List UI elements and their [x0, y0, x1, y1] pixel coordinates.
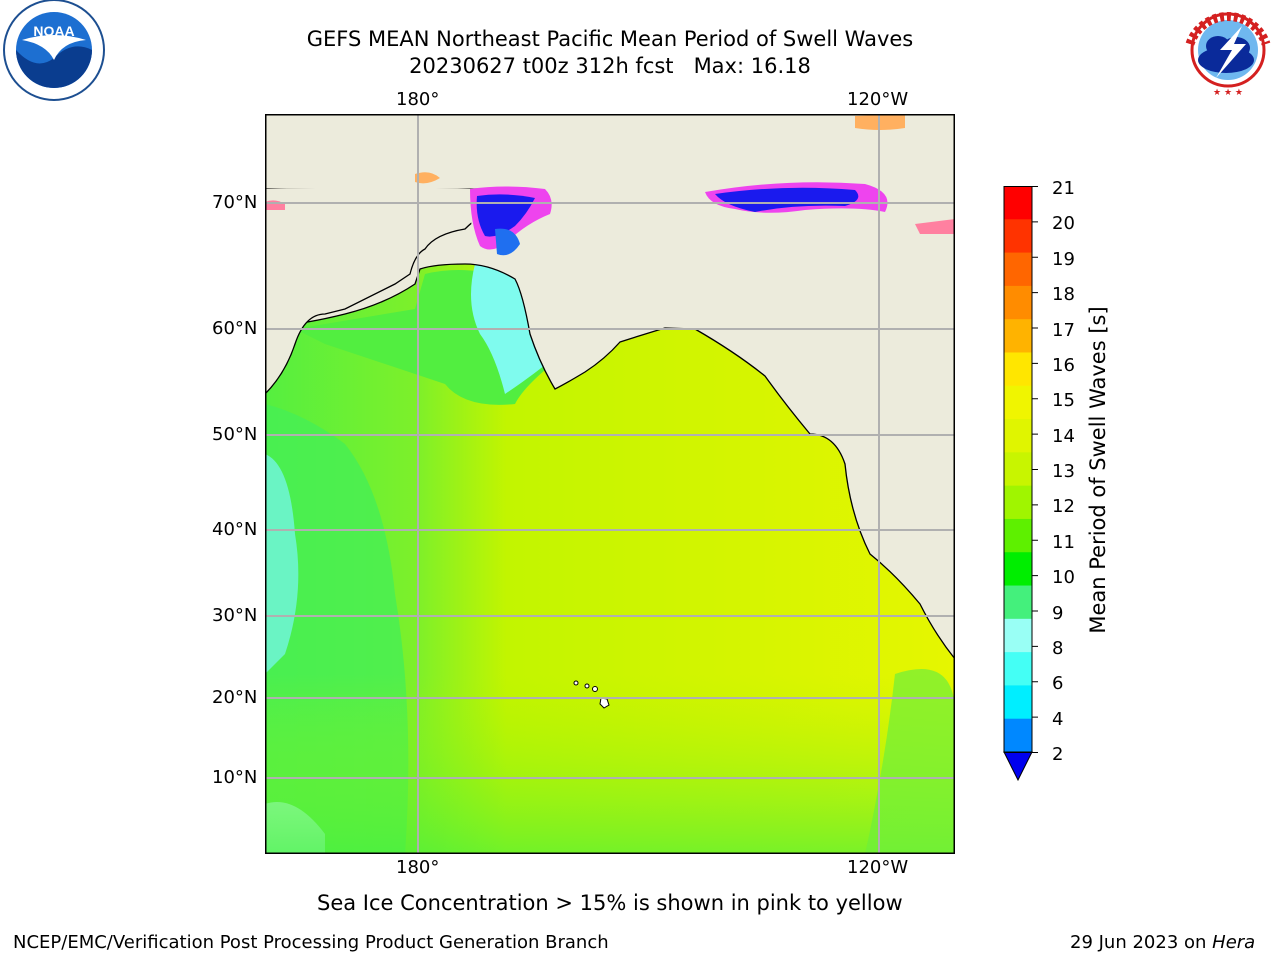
arctic-ice-orange-2	[415, 172, 440, 184]
chukchi-ice-blue	[476, 194, 535, 237]
lon-label-top-120w: 120°W	[847, 89, 909, 110]
colorbar-segment	[1004, 485, 1032, 520]
lat-label-70n: 70°N	[212, 192, 258, 213]
colorbar-segment	[1004, 285, 1032, 320]
colorbar-tick-label: 9	[1052, 602, 1064, 624]
lat-label-10n: 10°N	[212, 767, 258, 788]
footer-machine: Hera	[1212, 932, 1256, 953]
ice-note: Sea Ice Concentration > 15% is shown in …	[317, 891, 903, 915]
colorbar-segment	[1004, 518, 1032, 553]
colorbar-segment	[1004, 618, 1032, 653]
svg-text:★ ★ ★: ★ ★ ★	[1213, 88, 1243, 98]
colorbar-tick-label: 14	[1052, 425, 1075, 447]
colorbar-tick-label: 12	[1052, 496, 1075, 518]
map-panel	[264, 113, 956, 854]
colorbar-ticks: 21 20 19 18 17 16 15 14 13 12 11 10 9 8 6 4 2	[1052, 178, 1092, 778]
colorbar-tick-label: 6	[1052, 673, 1064, 695]
map-frame	[265, 114, 955, 854]
nws-logo: ★ ★ ★	[1176, 0, 1280, 100]
hawaiian-islands	[573, 680, 610, 709]
colorbar-segment	[1004, 186, 1032, 220]
beaufort-ice-blue	[715, 187, 859, 212]
footer-branch: NCEP/EMC/Verification Post Processing Pr…	[13, 932, 609, 953]
colorbar-segment	[1004, 652, 1032, 686]
noaa-logo: NOAA	[2, 0, 106, 104]
colorbar-tick-label: 8	[1052, 637, 1064, 659]
footer-date-text: 29 Jun 2023 on	[1070, 932, 1213, 953]
chukchi-open-blue	[495, 228, 520, 256]
colorbar-label: Mean Period of Swell Waves [s]	[1086, 306, 1110, 634]
land-mass-north-america	[264, 113, 956, 661]
lon-label-bottom-120w: 120°W	[847, 857, 909, 878]
lon-label-top-180: 180°	[396, 89, 440, 110]
colorbar-segment	[1004, 319, 1032, 353]
colorbar	[1000, 186, 1040, 786]
colorbar-segment	[1004, 685, 1032, 720]
arctic-ice-pink-1	[915, 219, 955, 234]
colorbar-segment	[1004, 585, 1032, 620]
colorbar-svg	[1003, 186, 1038, 782]
colorbar-tick-label: 20	[1052, 213, 1075, 235]
colorbar-extend-triangle	[1003, 751, 1033, 782]
map-title: GEFS MEAN Northeast Pacific Mean Period …	[306, 27, 914, 51]
colorbar-tick-label: 15	[1052, 390, 1075, 412]
lon-label-bottom-180: 180°	[396, 857, 440, 878]
map-subtitle: 20230627 t00z 312h fcst Max: 16.18	[409, 54, 811, 78]
lat-label-30n: 30°N	[212, 605, 258, 626]
colorbar-tick-label: 18	[1052, 284, 1075, 306]
colorbar-tick-label: 13	[1052, 461, 1075, 482]
colorbar-tick-label: 4	[1052, 708, 1064, 730]
map-svg	[264, 113, 956, 854]
colorbar-segment	[1004, 552, 1032, 587]
colorbar-segment	[1004, 385, 1032, 420]
land-mass-asia	[264, 114, 517, 396]
colorbar-segment	[1004, 419, 1032, 453]
lat-label-40n: 40°N	[212, 519, 258, 540]
colorbar-tick-label: 19	[1052, 248, 1075, 270]
colorbar-segment	[1004, 219, 1032, 254]
lat-label-20n: 20°N	[212, 687, 258, 708]
west-cyan-patch	[265, 454, 299, 674]
footer-date: 29 Jun 2023 on Hera	[1070, 932, 1255, 953]
colorbar-tick-label: 21	[1052, 178, 1075, 199]
colorbar-segment	[1004, 352, 1032, 387]
colorbar-tick-label: 2	[1052, 744, 1064, 765]
southeast-swell-band	[865, 669, 955, 854]
colorbar-tick-label: 10	[1052, 567, 1075, 589]
colorbar-tick-label: 11	[1052, 531, 1075, 553]
colorbar-segment	[1004, 718, 1032, 753]
lat-label-50n: 50°N	[212, 424, 258, 445]
noaa-logo-text: NOAA	[33, 23, 74, 39]
lat-label-60n: 60°N	[212, 318, 258, 339]
colorbar-segment	[1004, 252, 1032, 287]
colorbar-segment	[1004, 452, 1032, 487]
colorbar-tick-label: 17	[1052, 319, 1075, 341]
colorbar-tick-label: 16	[1052, 354, 1075, 376]
graticule	[265, 114, 955, 854]
south-swell-band	[265, 674, 955, 854]
